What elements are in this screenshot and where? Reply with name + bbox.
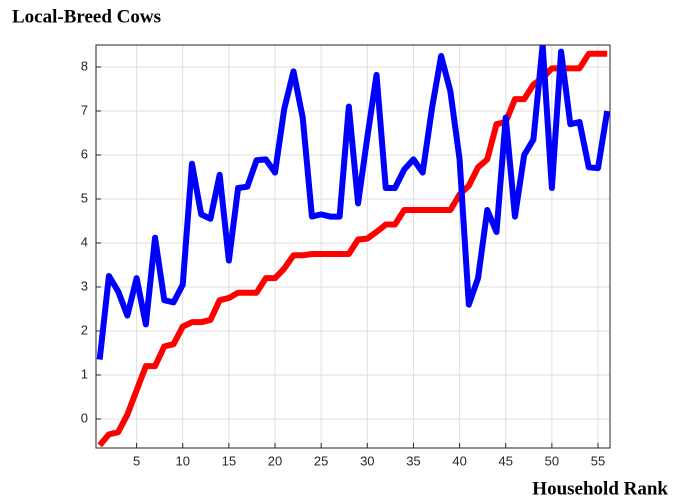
x-tick-label: 25 [314,453,328,468]
x-tick-label: 45 [498,453,512,468]
series-line [96,45,610,360]
x-axis-label: Household Rank [532,478,668,499]
x-tick-label: 10 [176,453,190,468]
y-tick-label: 1 [81,366,88,381]
chart-title: Local-Breed Cows [12,6,161,27]
x-tick-label: 15 [222,453,236,468]
x-tick-label: 50 [545,453,559,468]
y-tick-label: 4 [81,234,88,249]
y-tick-label: 6 [81,146,88,161]
y-tick-label: 7 [81,102,88,117]
y-tick-label: 0 [81,410,88,425]
x-tick-label: 40 [452,453,466,468]
x-tick-label: 30 [360,453,374,468]
x-tick-label: 55 [591,453,605,468]
x-tick-label: 35 [406,453,420,468]
y-tick-label: 5 [81,190,88,205]
axes-box [95,44,611,449]
y-tick-label: 2 [81,322,88,337]
x-tick-label: 20 [268,453,282,468]
series-line [97,50,608,448]
y-tick-label: 8 [81,58,88,73]
x-tick-label: 5 [133,453,140,468]
y-tick-label: 3 [81,278,88,293]
